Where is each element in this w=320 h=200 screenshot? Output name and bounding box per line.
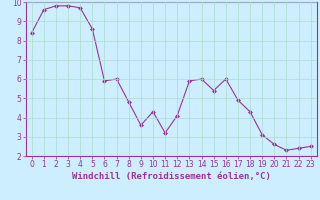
X-axis label: Windchill (Refroidissement éolien,°C): Windchill (Refroidissement éolien,°C) (72, 172, 271, 181)
